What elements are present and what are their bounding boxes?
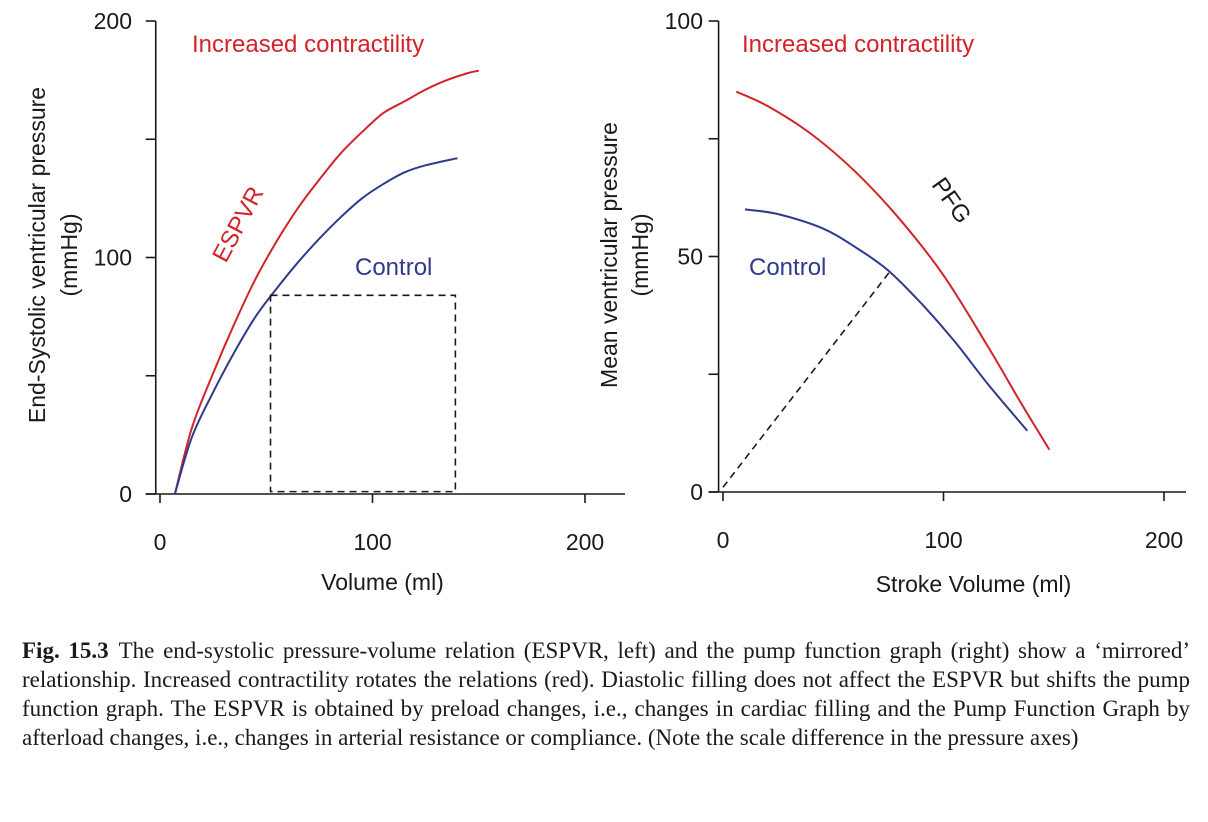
increased-contractility-annotation: Increased contractility	[742, 31, 974, 58]
increased-contractility-curve	[735, 90, 1051, 451]
control-annotation: Control	[355, 254, 432, 281]
caption-label: Fig. 15.3	[22, 638, 109, 663]
y-tick-label: 100	[665, 8, 703, 34]
increased-contractility-annotation: Increased contractility	[192, 31, 424, 58]
y-tick-label: 0	[119, 481, 132, 507]
y-axis-label: End-Systolic ventricular pressure	[24, 87, 50, 423]
y-tick-label: 50	[677, 244, 703, 270]
espvr-annotation: ESPVR	[207, 182, 269, 267]
y-axis-label: Mean ventricular pressure	[596, 122, 622, 388]
x-tick-label: 0	[717, 527, 730, 553]
dashed-guide-line	[722, 270, 892, 488]
control-curve	[173, 157, 458, 495]
control-curve	[744, 208, 1029, 432]
y-axis-unit-label: (mmHg)	[56, 213, 82, 296]
x-tick-label: 0	[154, 529, 167, 555]
pump-function-panel: 0 50 100 0 100 200 Stroke Volume (ml) Mean vent…	[596, 8, 1186, 597]
y-tick-label: 200	[94, 8, 132, 34]
y-tick-label: 100	[94, 245, 132, 271]
x-axis-label: Volume (ml)	[321, 569, 444, 595]
pfg-annotation: PFG	[926, 173, 976, 229]
figure-caption: Fig. 15.3 The end-systolic pressure-volum…	[22, 636, 1190, 752]
y-tick-label: 0	[690, 479, 703, 505]
x-tick-label: 200	[566, 529, 604, 555]
control-annotation: Control	[749, 254, 826, 281]
espvr-panel: 0 100 200 0 100 200 Volume (ml) End-Systolic ve…	[24, 8, 625, 595]
x-tick-label: 100	[353, 529, 391, 555]
increased-contractility-curve	[173, 69, 480, 495]
y-axis-unit-label: (mmHg)	[627, 213, 653, 296]
x-axis-label: Stroke Volume (ml)	[876, 571, 1072, 597]
x-tick-label: 100	[924, 527, 962, 553]
x-tick-label: 200	[1145, 527, 1183, 553]
caption-text: The end-systolic pressure-volume relatio…	[22, 638, 1190, 750]
stroke-work-dashed-box	[269, 294, 457, 493]
figure: 0 100 200 0 100 200 Volume (ml) End-Systolic ve…	[24, 8, 1186, 597]
